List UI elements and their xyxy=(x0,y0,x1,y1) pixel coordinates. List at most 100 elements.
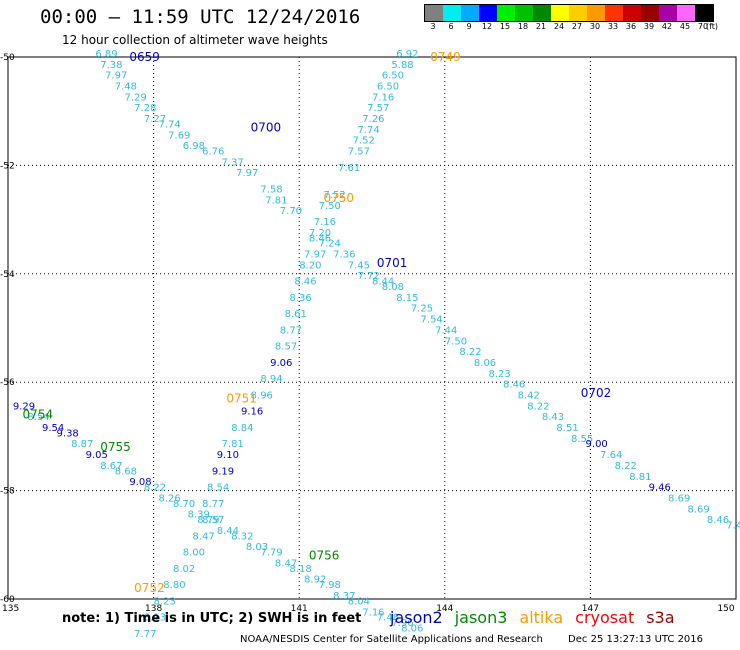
swh-value-label: 7.16 xyxy=(362,607,384,618)
swh-value-label: 7.36 xyxy=(333,250,355,261)
swh-value-label: 7.57 xyxy=(367,103,389,114)
y-tick-label: -50 xyxy=(0,53,15,63)
swh-value-label: 7.74 xyxy=(158,119,180,130)
satellite-legend: jason2 jason3 altika cryosat s3a xyxy=(390,608,687,627)
swh-value-label: 8.68 xyxy=(115,466,137,477)
x-tick-label: 141 xyxy=(291,604,308,614)
y-tick-label: -60 xyxy=(0,595,15,605)
legend-swatch xyxy=(587,5,605,21)
legend-label: 42 xyxy=(661,22,673,31)
swh-value-label: 9.38 xyxy=(57,428,79,439)
swh-value-label: 9.19 xyxy=(212,466,234,477)
swh-value-label: 7.79 xyxy=(260,548,282,559)
legend-swatch xyxy=(641,5,659,21)
swh-value-label: 7.4 xyxy=(726,521,740,532)
legend-swatch xyxy=(551,5,569,21)
legend-label: 9 xyxy=(466,22,472,31)
swh-value-label: 8.47 xyxy=(192,531,214,542)
swh-value-label: 7.29 xyxy=(124,92,146,103)
pass-time-label: 0752 xyxy=(134,581,165,595)
x-tick-label: 147 xyxy=(582,604,599,614)
legend-label: 70 xyxy=(697,22,709,31)
swh-value-label: 7.64 xyxy=(600,450,622,461)
swh-value-label: 7.54 xyxy=(421,315,443,326)
pass-time-label: 0750 xyxy=(323,191,354,205)
swh-value-label: 7.72 xyxy=(357,271,379,282)
legend-swatch xyxy=(533,5,551,21)
legend-label: 33 xyxy=(607,22,619,31)
swh-value-label: 8.23 xyxy=(488,369,510,380)
swh-value-label: 9.08 xyxy=(129,477,151,488)
swh-value-label: 7.38 xyxy=(100,60,122,71)
pass-time-label: 0749 xyxy=(430,50,461,64)
swh-value-label: 8.69 xyxy=(668,493,690,504)
swh-value-label: 8.02 xyxy=(173,564,195,575)
legend-swatches xyxy=(424,4,714,22)
swh-value-label: 8.44 xyxy=(217,526,239,537)
swh-value-label: 8.42 xyxy=(518,390,540,401)
swh-value-label: 5.88 xyxy=(391,60,413,71)
legend-unit: (ft) xyxy=(706,22,719,31)
x-tick-label: 135 xyxy=(2,604,19,614)
swh-value-label: 9.06 xyxy=(270,358,292,369)
swh-value-label: 7.27 xyxy=(144,114,166,125)
pass-time-label: 0756 xyxy=(309,549,340,563)
pass-time-label: 0659 xyxy=(129,50,160,64)
swh-value-label: 8.32 xyxy=(231,531,253,542)
swh-value-label: 8.94 xyxy=(260,374,282,385)
swh-value-label: 7.58 xyxy=(260,185,282,196)
legend-label: 15 xyxy=(499,22,511,31)
swh-value-label: 8.69 xyxy=(687,504,709,515)
credit-text: NOAA/NESDIS Center for Satellite Applica… xyxy=(240,634,543,645)
swh-value-label: 6.89 xyxy=(95,49,117,60)
swh-value-label: 6.92 xyxy=(396,49,418,60)
swh-value-label: 8.15 xyxy=(396,293,418,304)
y-tick-label: -52 xyxy=(0,161,15,171)
swh-value-label: 8.80 xyxy=(163,580,185,591)
swh-value-label: 7.48 xyxy=(115,82,137,93)
swh-value-label: 7.97 xyxy=(105,71,127,82)
swh-value-label: 8.04 xyxy=(348,596,370,607)
legend-label: 12 xyxy=(481,22,493,31)
y-tick-label: -56 xyxy=(0,378,15,388)
legend-label: 24 xyxy=(553,22,565,31)
swh-value-label: 8.22 xyxy=(459,347,481,358)
swh-value-label: 8.44 xyxy=(372,277,394,288)
swh-value-label: 8.54 xyxy=(27,412,49,423)
swh-value-label: 7.77 xyxy=(134,629,156,640)
legend-swatch xyxy=(605,5,623,21)
swh-value-label: 7.48 xyxy=(377,613,399,624)
legend-label: 39 xyxy=(643,22,655,31)
swh-value-label: 7.61 xyxy=(338,163,360,174)
swh-value-label: 7.25 xyxy=(411,304,433,315)
x-tick-label: 150 xyxy=(717,604,734,614)
swh-value-label: 7.50 xyxy=(319,201,341,212)
swh-value-label: 8.87 xyxy=(71,439,93,450)
swh-value-label: 8.18 xyxy=(289,564,311,575)
swh-value-label: 8.22 xyxy=(527,401,549,412)
swh-value-label: 8.36 xyxy=(289,293,311,304)
chart-title: 00:00 – 11:59 UTC 12/24/2016 xyxy=(40,6,361,28)
pass-time-label: 0700 xyxy=(251,120,282,134)
swh-value-label: 8.61 xyxy=(285,309,307,320)
pass-time-label: 0701 xyxy=(377,256,408,270)
legend-label: 36 xyxy=(625,22,637,31)
swh-value-label: 8.00 xyxy=(183,548,205,559)
swh-value-label: 8.46 xyxy=(707,515,729,526)
color-legend: 3 6 9 12 15 18 21 24 27 30 33 36 39 42 45 70 (ft) xyxy=(424,4,718,31)
swh-value-label: 7.26 xyxy=(362,114,384,125)
plot-frame xyxy=(7,56,737,600)
swh-value-label: 8.23 xyxy=(154,596,176,607)
swh-value-label: 8.46 xyxy=(309,233,331,244)
swh-value-label: 8.43 xyxy=(542,412,564,423)
swh-value-label: 7.28 xyxy=(134,103,156,114)
legend-label: 6 xyxy=(448,22,454,31)
satellite-altika: altika xyxy=(519,608,564,627)
swh-value-label: 8.96 xyxy=(251,390,273,401)
swh-value-label: 7.97 xyxy=(236,168,258,179)
swh-value-label: 8.26 xyxy=(158,493,180,504)
satellite-jason3: jason3 xyxy=(454,608,508,627)
swh-value-label: 8.20 xyxy=(299,260,321,271)
pass-time-label: 0702 xyxy=(581,386,612,400)
swh-value-label: 6.98 xyxy=(183,141,205,152)
